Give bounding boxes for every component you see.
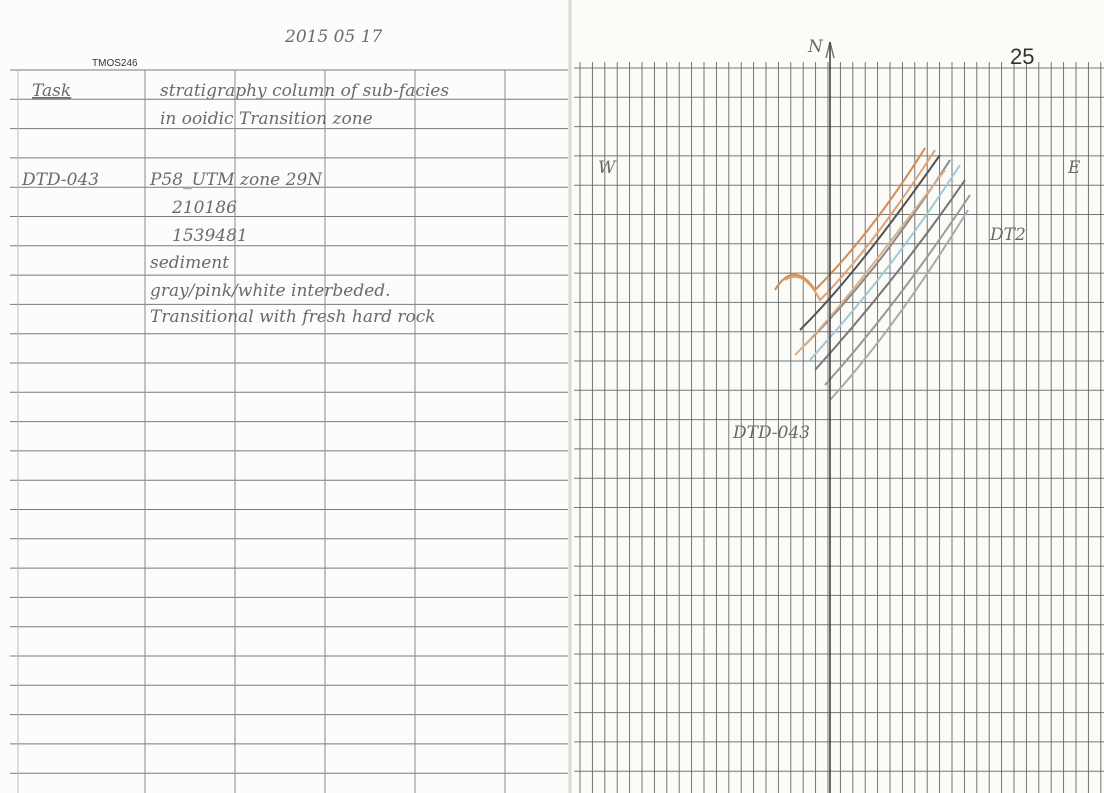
page-number: 25 (1010, 44, 1034, 69)
station-line: Transitional with fresh hard rock (150, 307, 436, 327)
task-label: Task (32, 81, 71, 101)
date: 2015 05 17 (284, 27, 383, 47)
task-line: in ooidic Transition zone (160, 109, 373, 129)
station-label: DTD-043 (732, 423, 810, 443)
left-page (0, 0, 570, 793)
task-line: stratigraphy column of sub-facies (160, 81, 449, 101)
station-line: P58_UTM zone 29N (149, 170, 323, 190)
bed-sketch (774, 147, 971, 401)
unit-label: DT2 (989, 225, 1026, 245)
station-label: DTD-043 (21, 170, 99, 190)
east-label: E (1067, 158, 1081, 178)
west-label: W (598, 158, 617, 178)
notebook-code: TMOS246 (92, 58, 138, 69)
station-line: gray/pink/white interbeded. (150, 281, 391, 301)
station-line: sediment (150, 253, 229, 273)
north-label: N (807, 37, 824, 57)
ruling (10, 62, 1104, 793)
station-line: 210186 (171, 198, 237, 218)
station-line: 1539481 (172, 226, 248, 246)
